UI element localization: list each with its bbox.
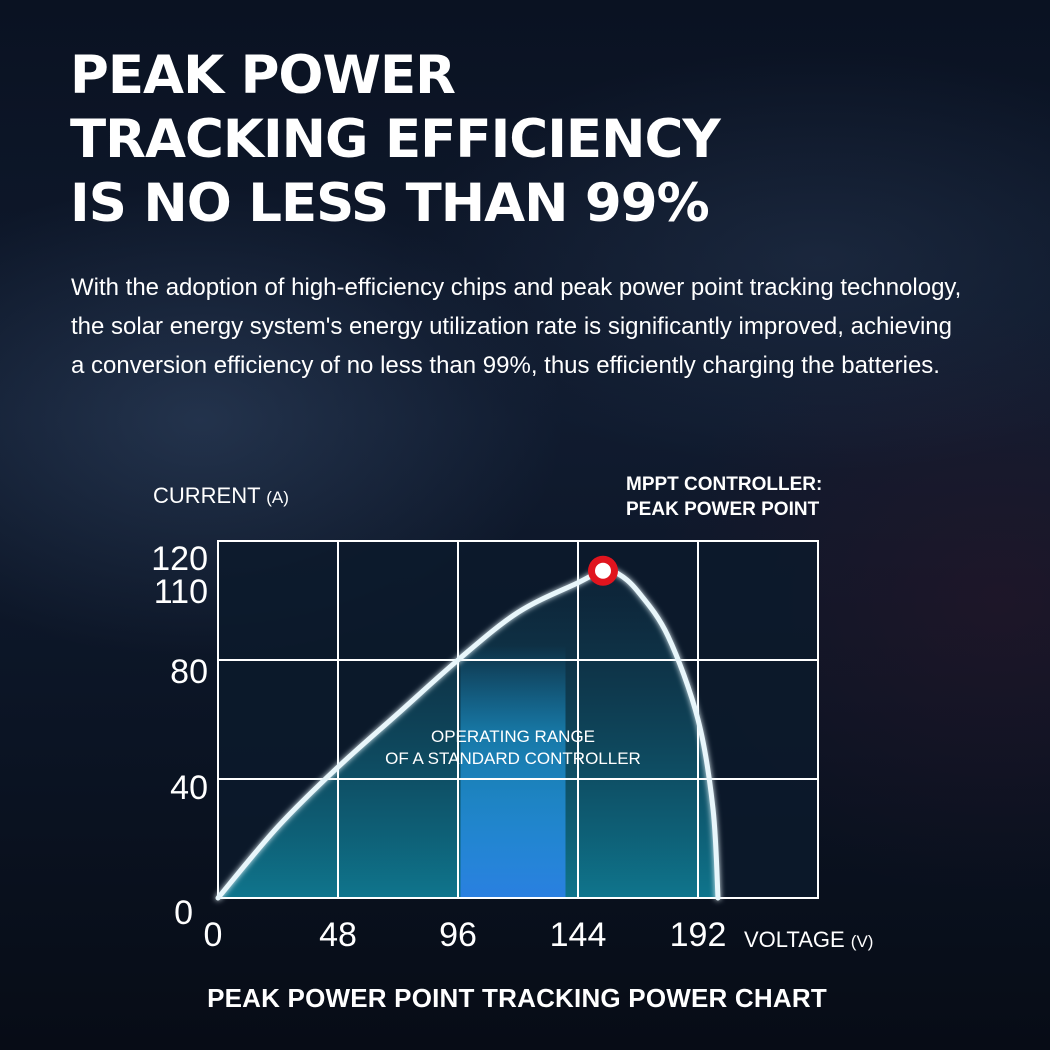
y-tick-label-110: 110 [154, 573, 208, 611]
x-tick-label-0: 0 [204, 916, 223, 954]
y-tick-label-80: 80 [170, 653, 208, 691]
x-axis-title: VOLTAGE (V) [744, 927, 873, 952]
x-tick-label-48: 48 [319, 916, 357, 954]
y-tick-label-0: 0 [174, 894, 193, 932]
y-axis-title: CURRENT (A) [153, 483, 289, 508]
x-tick-label-96: 96 [439, 916, 477, 954]
peak-point-label-line1: MPPT CONTROLLER: [626, 474, 822, 495]
plot-frame [217, 540, 819, 899]
peak-point-label-line2: PEAK POWER POINT [626, 499, 820, 520]
operating-range-label-line1: OPERATING RANGE [431, 727, 595, 746]
operating-range-label-line2: OF A STANDARD CONTROLLER [385, 749, 641, 768]
chart-title: PEAK POWER POINT TRACKING POWER CHART [207, 983, 827, 1013]
headline: PEAK POWER TRACKING EFFICIENCY IS NO LES… [70, 45, 721, 234]
x-tick-label-144: 144 [550, 916, 607, 954]
description: With the adoption of high-efficiency chi… [71, 274, 962, 379]
operating-range-band [460, 645, 566, 898]
peak-power-point-marker-center [595, 562, 611, 579]
x-tick-label-192: 192 [670, 916, 727, 954]
y-tick-label-120: 120 [151, 540, 208, 578]
y-tick-label-40: 40 [170, 769, 208, 807]
